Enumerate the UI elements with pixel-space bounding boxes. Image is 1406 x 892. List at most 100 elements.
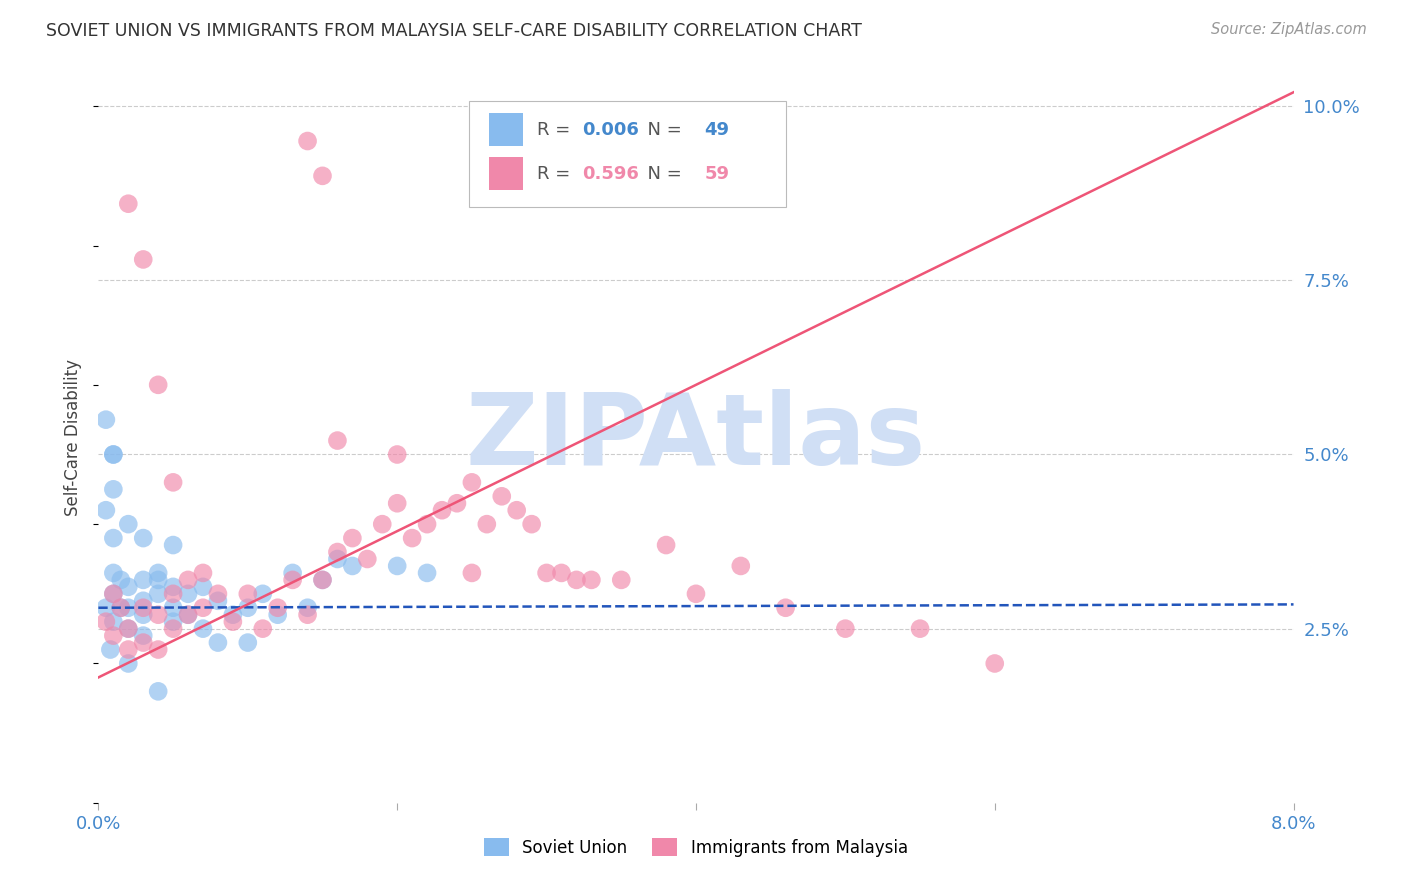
- Point: [267, 600, 290, 615]
- Point: [110, 600, 132, 615]
- Point: [430, 503, 453, 517]
- Point: [297, 134, 319, 148]
- Point: [491, 489, 513, 503]
- Point: [236, 587, 259, 601]
- Point: [252, 622, 274, 636]
- FancyBboxPatch shape: [489, 157, 523, 190]
- Point: [117, 600, 139, 615]
- Point: [103, 629, 125, 643]
- Point: [401, 531, 423, 545]
- Text: ZIPAtlas: ZIPAtlas: [465, 389, 927, 485]
- Point: [191, 566, 214, 580]
- Point: [177, 607, 200, 622]
- Point: [506, 503, 529, 517]
- Point: [103, 448, 125, 462]
- Point: [148, 684, 170, 698]
- Point: [117, 622, 139, 636]
- Point: [132, 573, 155, 587]
- Point: [191, 622, 214, 636]
- Point: [252, 587, 274, 601]
- Point: [385, 496, 409, 510]
- Text: R =: R =: [537, 165, 576, 183]
- Point: [177, 607, 200, 622]
- Point: [385, 448, 409, 462]
- Point: [117, 642, 139, 657]
- Point: [132, 629, 155, 643]
- Point: [177, 573, 200, 587]
- Text: R =: R =: [537, 121, 576, 139]
- Point: [103, 448, 125, 462]
- Point: [94, 412, 117, 426]
- Point: [207, 594, 229, 608]
- Point: [207, 587, 229, 601]
- Point: [132, 607, 155, 622]
- Point: [342, 531, 364, 545]
- Point: [110, 573, 132, 587]
- Legend: Soviet Union, Immigrants from Malaysia: Soviet Union, Immigrants from Malaysia: [484, 838, 908, 856]
- Point: [385, 558, 409, 573]
- Point: [297, 600, 319, 615]
- Point: [94, 503, 117, 517]
- Point: [148, 377, 170, 392]
- Point: [297, 607, 319, 622]
- Point: [550, 566, 572, 580]
- Point: [281, 566, 304, 580]
- Point: [371, 517, 394, 532]
- Text: Source: ZipAtlas.com: Source: ZipAtlas.com: [1211, 22, 1367, 37]
- Text: 49: 49: [704, 121, 730, 139]
- Text: 0.596: 0.596: [582, 165, 640, 183]
- Point: [148, 566, 170, 580]
- Point: [685, 587, 707, 601]
- Point: [520, 517, 543, 532]
- Text: 0.006: 0.006: [582, 121, 640, 139]
- Point: [461, 566, 484, 580]
- Point: [581, 573, 603, 587]
- Point: [117, 657, 139, 671]
- Text: 59: 59: [704, 165, 730, 183]
- Point: [326, 434, 349, 448]
- Point: [191, 600, 214, 615]
- Point: [162, 475, 184, 490]
- Point: [222, 607, 245, 622]
- Point: [117, 517, 139, 532]
- Point: [162, 600, 184, 615]
- Point: [117, 622, 139, 636]
- Point: [311, 573, 333, 587]
- Point: [191, 580, 214, 594]
- Point: [326, 545, 349, 559]
- Point: [775, 600, 797, 615]
- Point: [148, 607, 170, 622]
- Point: [148, 587, 170, 601]
- Point: [162, 622, 184, 636]
- Point: [461, 475, 484, 490]
- Point: [162, 587, 184, 601]
- Point: [103, 615, 125, 629]
- Point: [311, 573, 333, 587]
- Point: [98, 642, 122, 657]
- Point: [730, 558, 752, 573]
- Point: [222, 615, 245, 629]
- Point: [536, 566, 558, 580]
- Point: [132, 635, 155, 649]
- Point: [148, 642, 170, 657]
- Point: [162, 615, 184, 629]
- Point: [446, 496, 468, 510]
- Point: [162, 580, 184, 594]
- Point: [177, 587, 200, 601]
- Point: [132, 594, 155, 608]
- Point: [148, 573, 170, 587]
- Point: [94, 615, 117, 629]
- Point: [416, 566, 439, 580]
- Point: [117, 196, 139, 211]
- Point: [655, 538, 678, 552]
- Point: [103, 587, 125, 601]
- Point: [110, 600, 132, 615]
- Point: [117, 580, 139, 594]
- Text: SOVIET UNION VS IMMIGRANTS FROM MALAYSIA SELF-CARE DISABILITY CORRELATION CHART: SOVIET UNION VS IMMIGRANTS FROM MALAYSIA…: [46, 22, 862, 40]
- Point: [103, 483, 125, 497]
- Point: [416, 517, 439, 532]
- Y-axis label: Self-Care Disability: Self-Care Disability: [65, 359, 83, 516]
- Point: [207, 635, 229, 649]
- Point: [103, 587, 125, 601]
- Point: [475, 517, 498, 532]
